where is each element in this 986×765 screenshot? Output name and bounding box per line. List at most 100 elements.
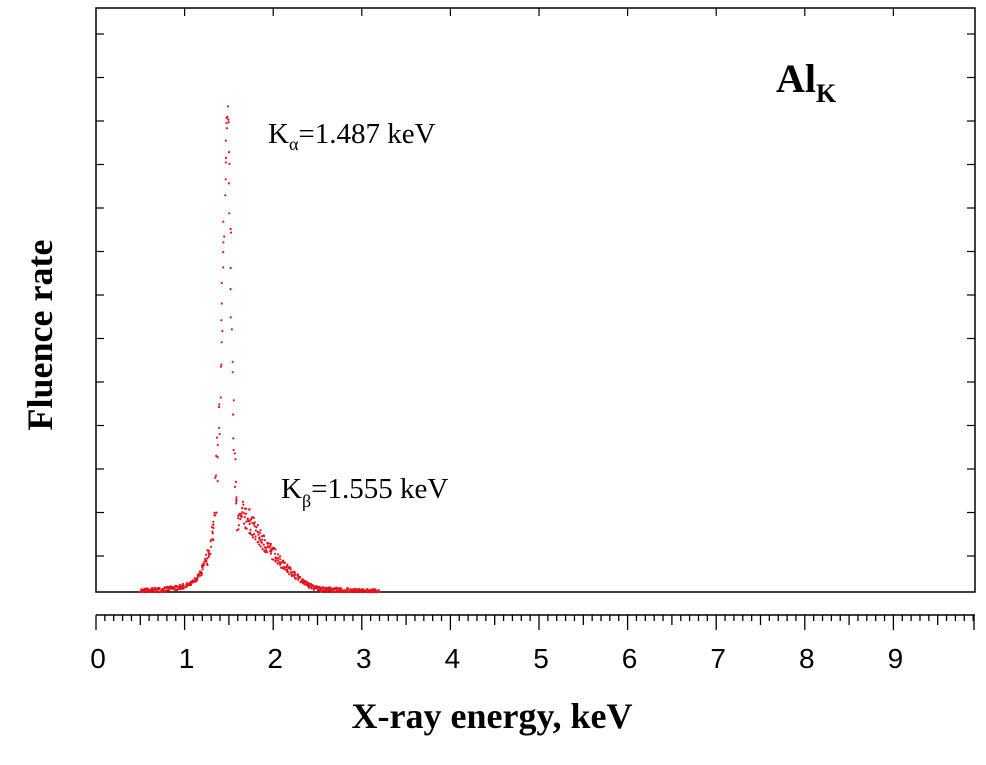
data-point (196, 577, 199, 581)
annotation-k-alpha: Kα=1.487 keV (268, 118, 436, 154)
data-point (171, 586, 174, 589)
data-point (232, 413, 235, 416)
data-point (206, 557, 209, 560)
x-axis-ticks (95, 615, 975, 630)
k-alpha-value: =1.487 keV (298, 118, 435, 150)
data-point (237, 524, 240, 527)
data-point (246, 517, 249, 520)
data-point (222, 220, 225, 223)
data-point (223, 235, 226, 238)
data-point (240, 507, 244, 510)
k-beta-subscript: β (302, 491, 311, 511)
data-point (207, 549, 210, 552)
data-point (224, 139, 227, 142)
data-point (235, 502, 238, 505)
data-point (312, 585, 315, 588)
data-point (237, 517, 240, 520)
data-point (202, 562, 205, 565)
data-point (225, 122, 228, 125)
data-point (261, 547, 264, 551)
y-axis-label: Fluence rate (20, 240, 60, 431)
data-point (373, 589, 377, 592)
title-subscript: K (816, 79, 837, 108)
data-point (310, 583, 313, 586)
title-main: Al (776, 56, 816, 101)
data-point (182, 587, 185, 590)
data-point (227, 121, 230, 124)
data-point (290, 571, 293, 574)
data-point (277, 556, 280, 560)
data-point (222, 266, 225, 269)
data-point (229, 316, 232, 319)
data-point (218, 403, 221, 406)
data-point (229, 266, 232, 270)
data-point (325, 588, 328, 591)
data-point (240, 515, 243, 518)
data-point (274, 560, 277, 563)
data-point (251, 536, 254, 539)
data-point (235, 496, 238, 499)
data-point (279, 558, 282, 561)
data-point (224, 178, 227, 181)
data-point (262, 535, 266, 538)
data-point (164, 590, 167, 593)
data-point (252, 516, 255, 520)
data-point (303, 583, 306, 586)
data-point (215, 474, 218, 477)
annotation-k-beta: Kβ=1.555 keV (281, 473, 448, 511)
data-point (210, 545, 213, 548)
data-point (218, 433, 221, 436)
data-point (207, 554, 210, 557)
data-point (205, 562, 208, 565)
data-point (297, 573, 300, 576)
data-point (189, 583, 192, 587)
data-point (214, 514, 217, 517)
data-point (336, 586, 339, 590)
data-point (308, 586, 311, 589)
data-point (234, 458, 237, 461)
data-point (334, 590, 337, 594)
data-point (268, 546, 271, 549)
k-beta-symbol: K (281, 473, 302, 505)
data-point (267, 542, 270, 545)
x-tick-label: 5 (533, 643, 549, 674)
data-point (271, 546, 274, 550)
x-tick-label: 4 (445, 643, 461, 674)
data-point (241, 500, 245, 503)
data-point (253, 521, 256, 524)
data-point (262, 543, 265, 546)
data-point (289, 566, 292, 569)
data-point (277, 553, 280, 556)
data-point (183, 585, 186, 588)
data-point (233, 485, 236, 488)
x-tick-label: 0 (90, 643, 106, 674)
data-point (243, 512, 246, 515)
k-alpha-subscript: α (289, 134, 299, 154)
data-point (286, 563, 289, 566)
data-point (146, 587, 149, 590)
data-point (254, 535, 257, 538)
data-point (242, 522, 246, 525)
data-point (200, 574, 203, 577)
data-point (254, 529, 257, 532)
data-point (211, 530, 214, 533)
data-point (252, 523, 255, 526)
data-point (212, 523, 215, 526)
data-point (228, 151, 231, 154)
data-point (139, 590, 142, 594)
data-point (220, 363, 223, 366)
data-point (232, 448, 235, 452)
data-point (283, 561, 286, 564)
data-point (248, 522, 251, 526)
data-point (256, 524, 259, 527)
data-point (162, 588, 165, 591)
data-point (288, 573, 291, 576)
data-point (256, 541, 259, 544)
data-point (220, 281, 223, 285)
data-point (220, 319, 223, 322)
data-point (231, 360, 234, 363)
data-point (219, 365, 222, 368)
data-point (294, 573, 297, 576)
data-point (273, 552, 277, 555)
data-point (279, 555, 282, 558)
